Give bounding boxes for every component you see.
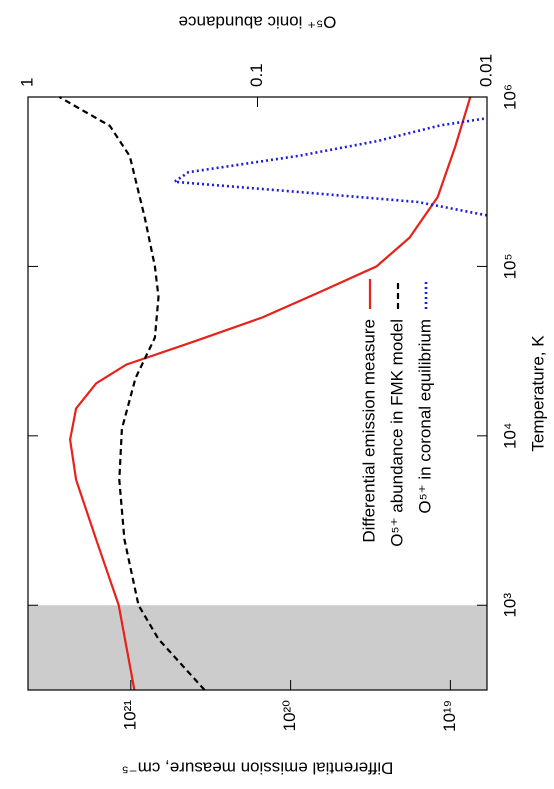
y-tick-label: 10¹⁹ <box>440 700 459 732</box>
y2-tick-label: 0.01 <box>476 54 495 87</box>
legend-label: O⁵⁺ abundance in FMK model <box>387 319 406 547</box>
x-tick-label: 10⁴ <box>500 423 519 449</box>
data-line <box>170 116 488 217</box>
shaded-region <box>28 605 487 690</box>
data-line <box>68 96 472 691</box>
y2-axis-title: O⁵⁺ ionic abundance <box>179 13 337 32</box>
plot-frame <box>27 96 488 691</box>
y2-tick-label: 1 <box>17 78 36 87</box>
data-line <box>58 96 206 691</box>
rotated-plot: 10³ 10⁴ 10⁵ 10⁶ 10¹⁹ 10²⁰ 10²¹ 1 0.1 0.01 Differen… <box>17 13 547 778</box>
x-axis-title: Temperature, K <box>528 335 547 452</box>
x-tick-label: 10³ <box>500 593 519 618</box>
legend-label: O⁵⁺ in coronal equilibrium <box>415 319 434 514</box>
y-axis-title: Differential emission measure, cm⁻⁵ <box>122 759 394 778</box>
y-tick-label: 10²⁰ <box>280 700 299 732</box>
y2-tick-label: 0.1 <box>247 63 266 87</box>
x-tick-label: 10⁶ <box>500 84 519 110</box>
legend-label: Differential emission measure <box>359 319 378 543</box>
x-tick-label: 10⁵ <box>500 253 519 279</box>
y-tick-label: 10²¹ <box>120 700 139 731</box>
